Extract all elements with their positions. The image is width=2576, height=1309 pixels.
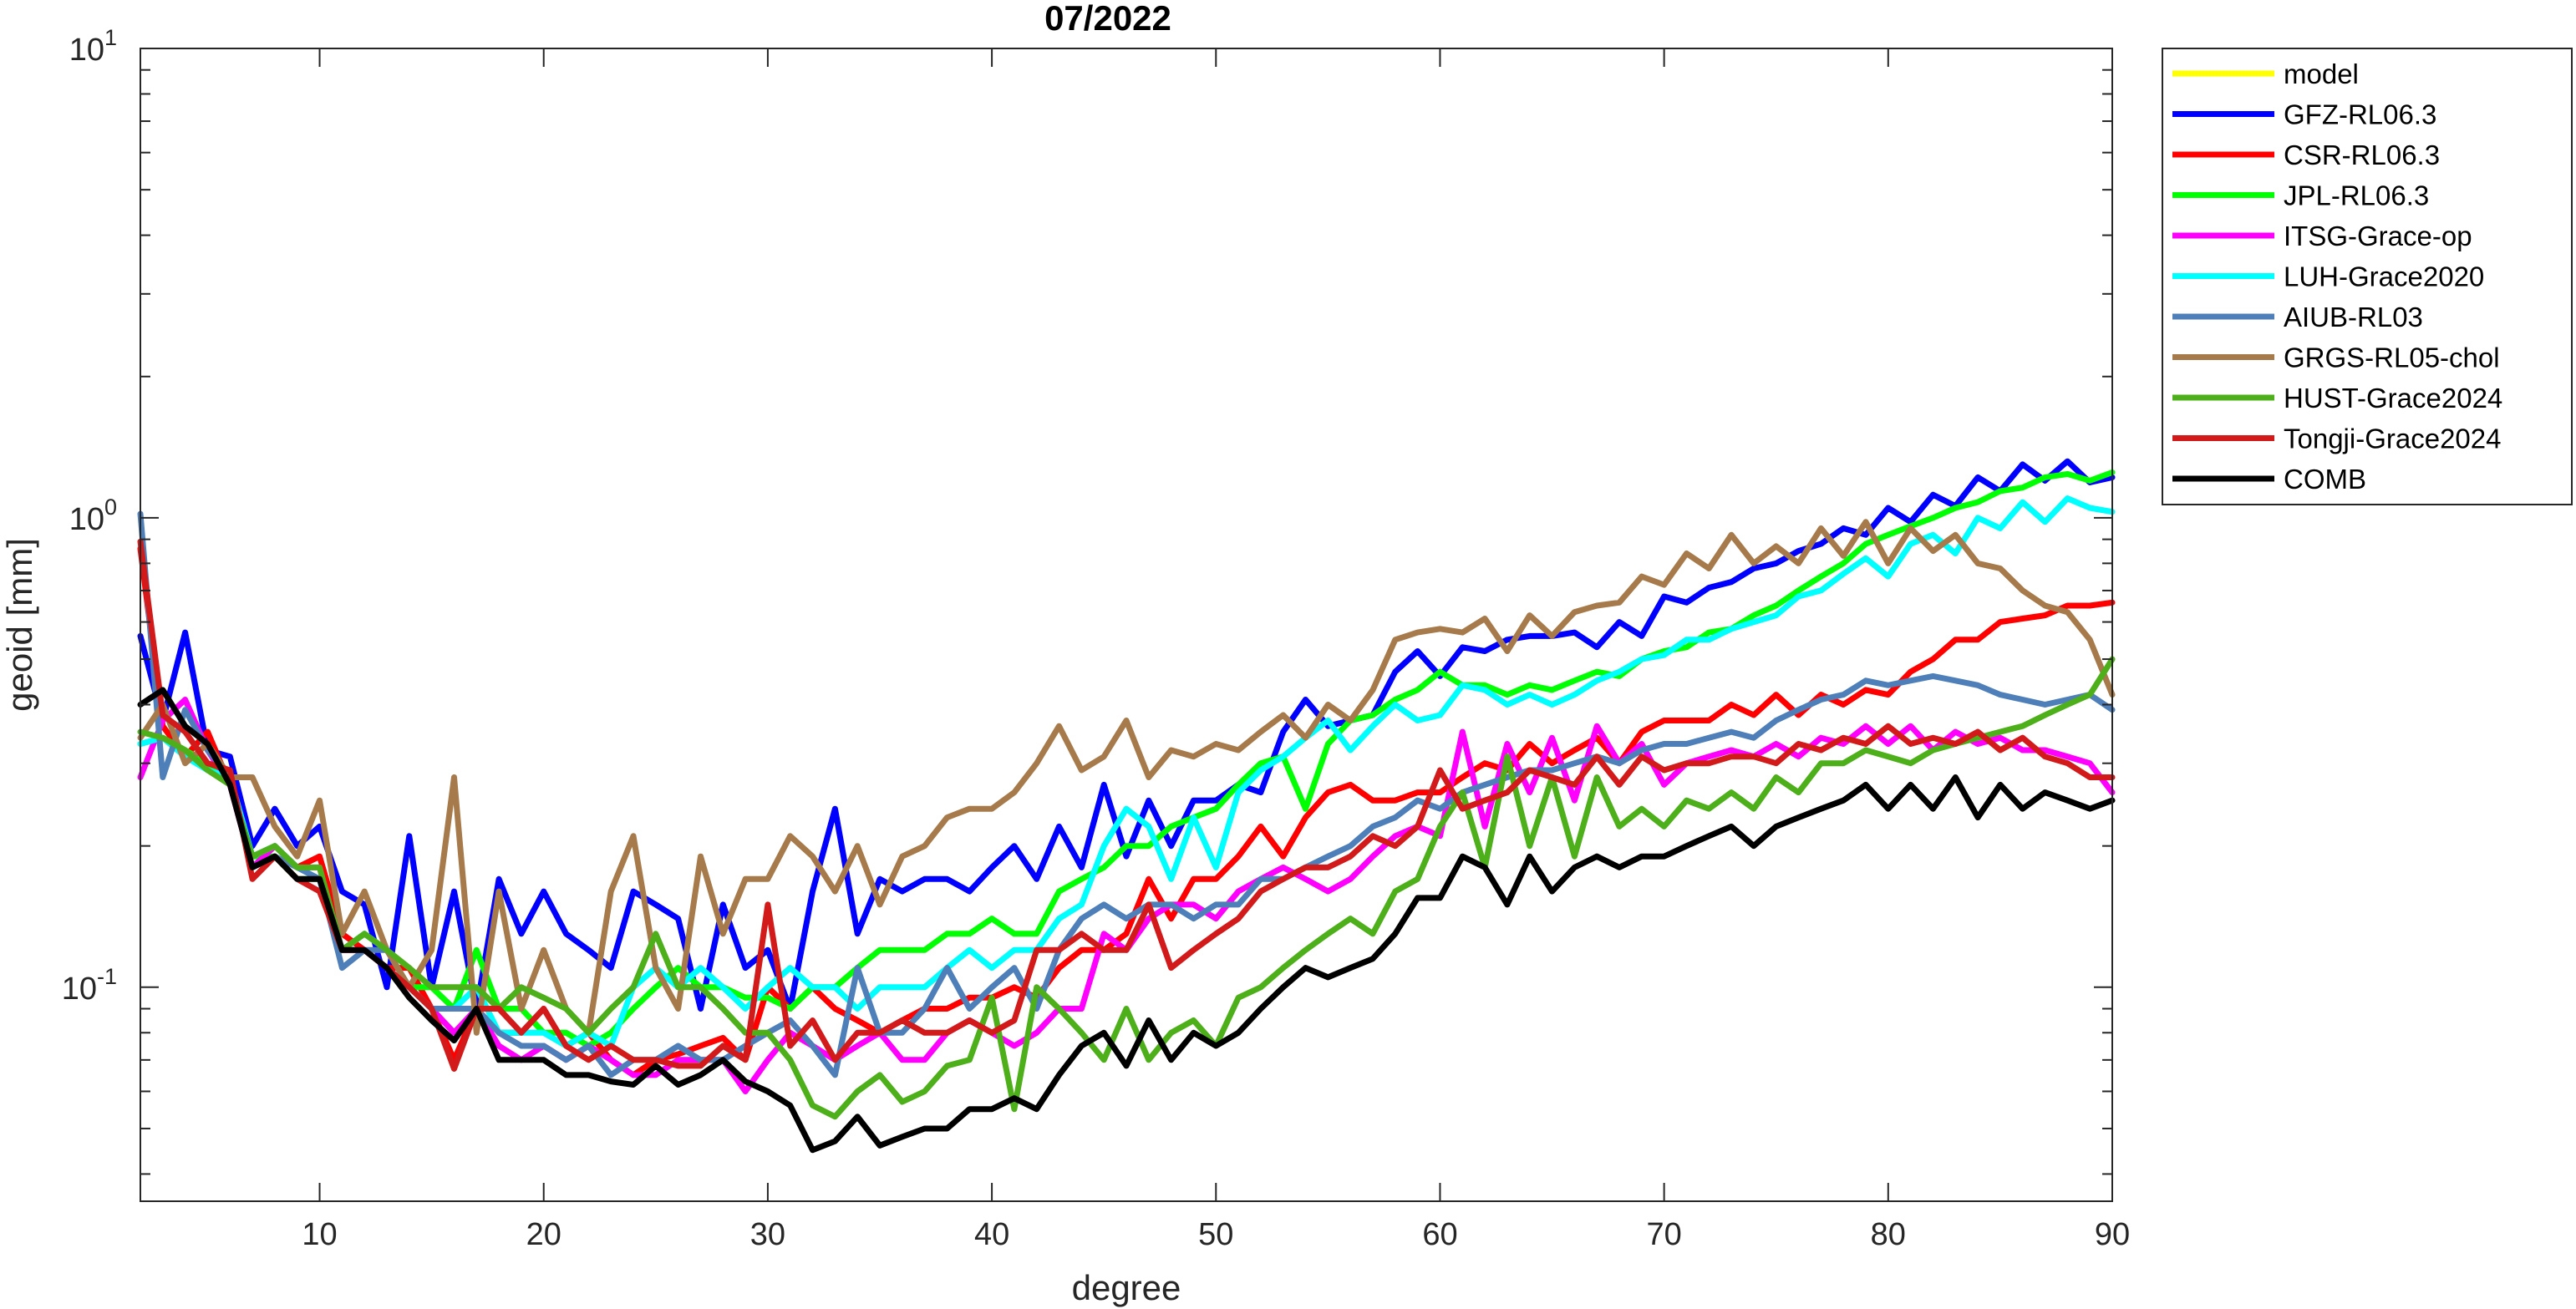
x-tick-label: 80: [1871, 1217, 1906, 1252]
series-line-6: [137, 510, 2116, 1078]
series-line-10: [137, 687, 2116, 1154]
legend-label-8: HUST-Grace2024: [2284, 383, 2502, 414]
legend-label-5: LUH-Grace2020: [2284, 261, 2484, 292]
x-tick-label: 20: [526, 1217, 561, 1252]
legend-label-9: Tongji-Grace2024: [2284, 424, 2502, 454]
series-line-7: [137, 519, 2116, 1036]
x-tick-label: 90: [2095, 1217, 2130, 1252]
x-tick-label: 10: [302, 1217, 337, 1252]
legend-label-1: GFZ-RL06.3: [2284, 99, 2436, 130]
x-tick-label: 30: [750, 1217, 785, 1252]
series-line-8: [137, 656, 2116, 1120]
series-line-9: [137, 538, 2116, 1072]
x-tick-label: 60: [1422, 1217, 1457, 1252]
y-tick-label: 100: [69, 495, 117, 537]
legend-label-2: CSR-RL06.3: [2284, 140, 2440, 170]
legend-entries: model GFZ-RL06.3 CSR-RL06.3 JPL-RL06.3 ITSG-…: [2172, 58, 2502, 495]
legend: model GFZ-RL06.3 CSR-RL06.3 JPL-RL06.3 ITSG-…: [2162, 48, 2573, 505]
y-axis-title: geoid [mm]: [0, 538, 39, 712]
legend-label-0: model: [2284, 58, 2359, 89]
y-tick-label: 10-1: [62, 964, 117, 1007]
axes-frame: [140, 48, 2113, 1202]
x-tick-label: 40: [974, 1217, 1009, 1252]
legend-label-6: AIUB-RL03: [2284, 302, 2423, 332]
axes-layer: 10 20 30 40 50 60 70 80 90 101 100 10-1: [62, 25, 2130, 1252]
legend-label-3: JPL-RL06.3: [2284, 180, 2429, 211]
chart-title: 07/2022: [1044, 0, 1171, 38]
series-line-5: [137, 495, 2116, 1049]
y-tick-label: 101: [69, 25, 117, 68]
x-tick-label: 50: [1198, 1217, 1233, 1252]
legend-label-10: COMB: [2284, 464, 2366, 495]
x-axis-title: degree: [1072, 1268, 1181, 1307]
x-tick-label: 70: [1646, 1217, 1681, 1252]
legend-label-4: ITSG-Grace-op: [2284, 221, 2472, 251]
legend-label-7: GRGS-RL05-chol: [2284, 342, 2500, 373]
series-layer: [137, 458, 2116, 1154]
